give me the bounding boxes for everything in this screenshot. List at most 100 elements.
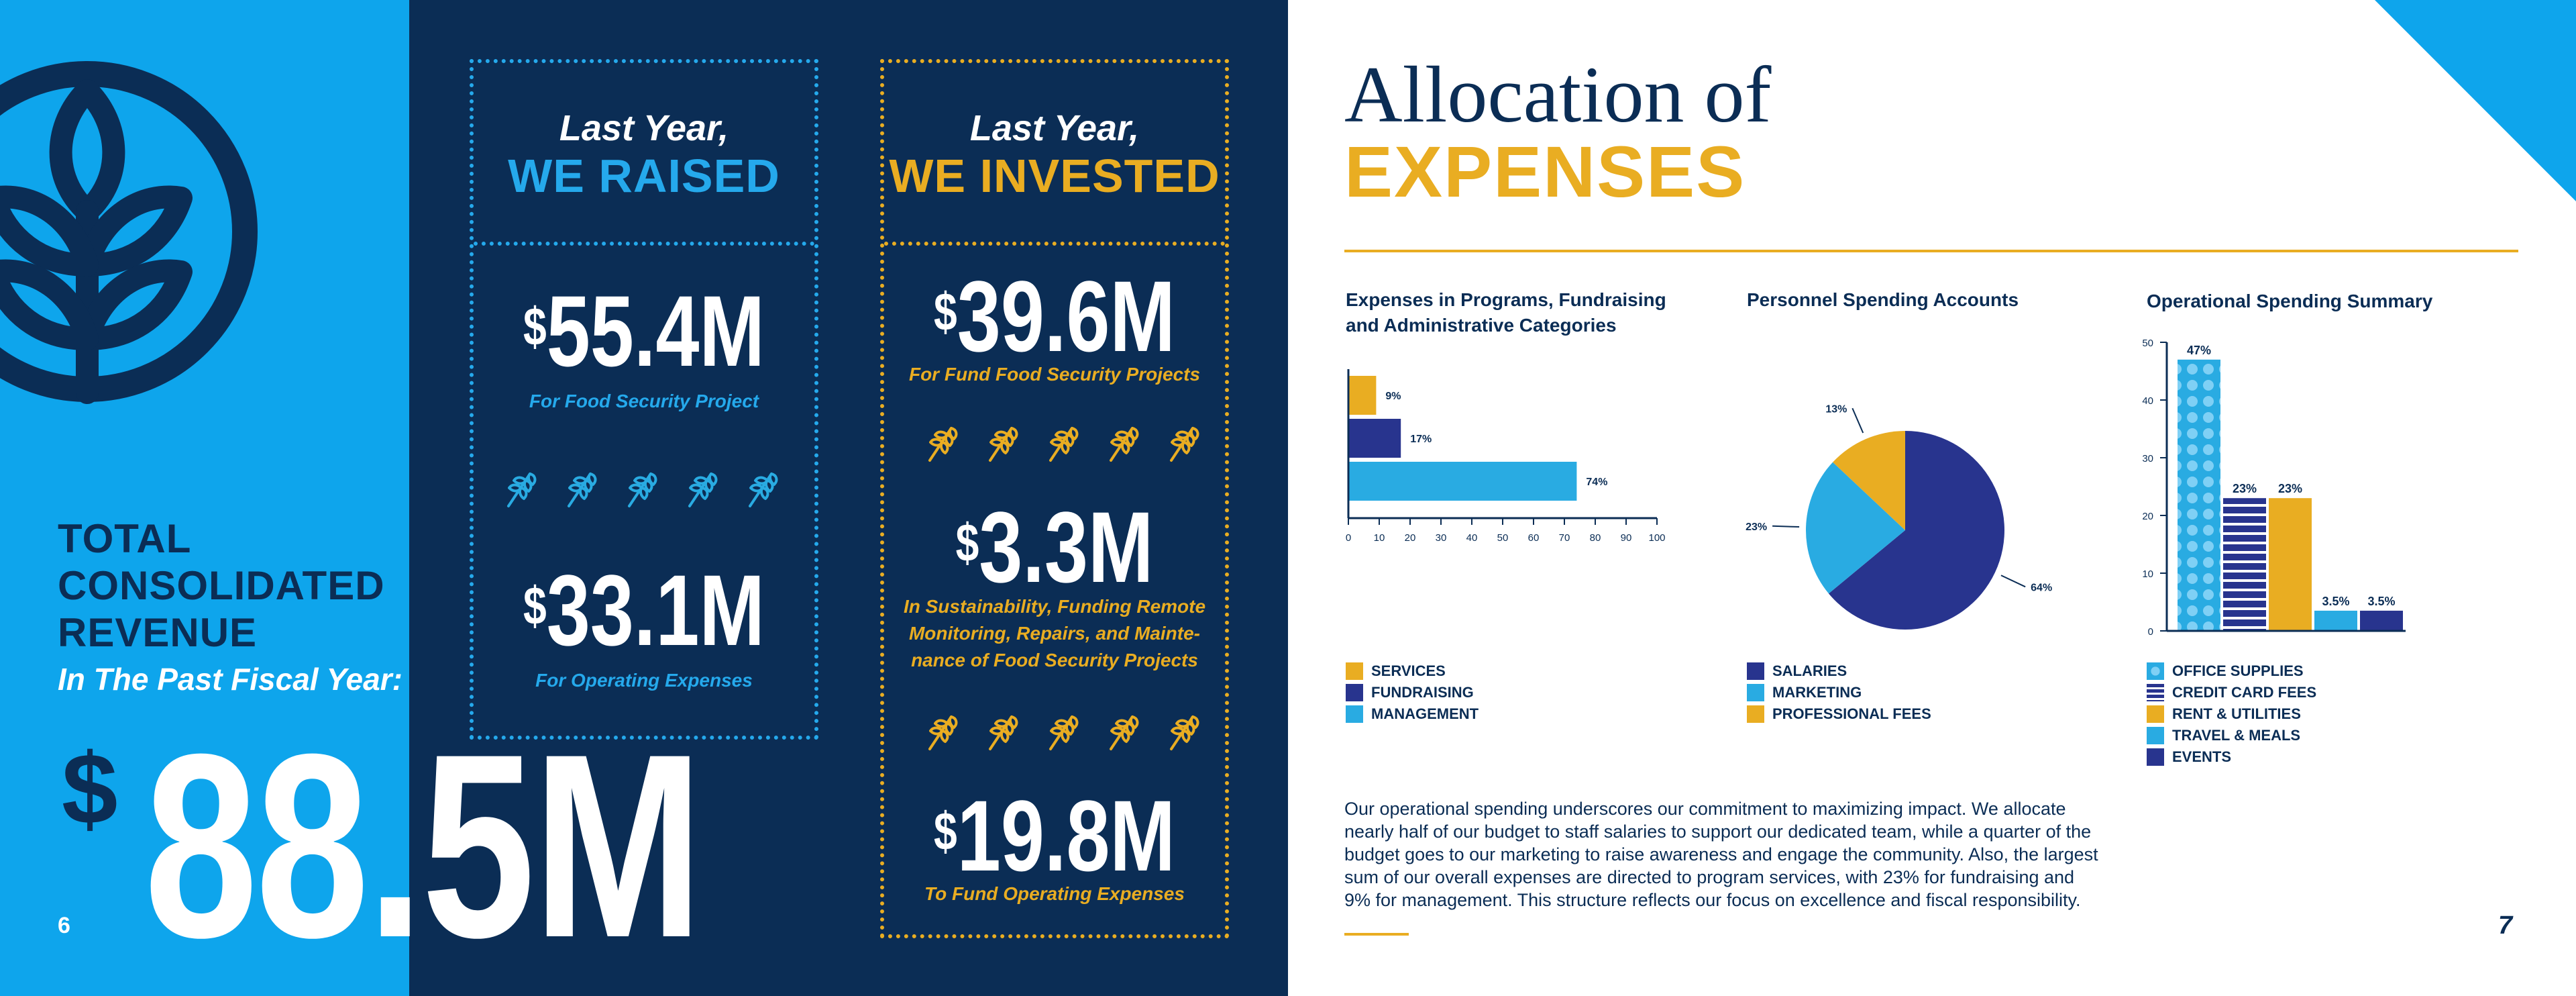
wheat-icon [1049,715,1079,750]
chart2-data-label: 23% [1746,521,1767,533]
chart2-data-label: 13% [1825,403,1847,415]
legend-item: MANAGEMENT [1346,703,1479,725]
chart3-y-tick-label: 0 [2148,626,2153,638]
invested-caption-2: In Sustainability, Funding Remote Monito… [884,593,1225,674]
total-label-line: REVENUE [58,610,258,655]
wheat-icon-row [920,710,1205,753]
total-revenue-label: TOTAL CONSOLIDATED REVENUE [58,515,385,656]
chart1-x-tick-label: 60 [1528,532,1540,544]
wheat-icon [1110,715,1139,750]
chart1-x-tick-label: 0 [1346,532,1351,544]
page-number-right: 7 [2498,911,2513,940]
wheat-icon [989,427,1018,462]
legend-label: EVENTS [2172,748,2232,765]
raised-divider [474,242,814,246]
raised-amount-1: $55.4M [511,281,777,381]
currency-symbol: $ [934,282,957,342]
chart1-data-label: 9% [1385,391,1401,402]
total-revenue-subtitle: In The Past Fiscal Year: [58,662,402,697]
wheat-icon [568,472,597,507]
raised-box [470,59,818,740]
chart2-slice [1806,462,1905,594]
legend-label: MANAGEMENT [1371,705,1479,722]
chart1-legend: SERVICES FUNDRAISING MANAGEMENT [1346,660,1479,725]
raised-caption-2: For Operating Expenses [535,670,753,691]
title-rule [1344,250,2518,252]
chart1-x-tick-label: 80 [1590,532,1601,544]
total-revenue-amount: 88.5M [144,699,703,992]
chart3-y-tick-label: 10 [2142,568,2153,580]
wheat-icon [1049,427,1079,462]
chart2-legend: SALARIES MARKETING PROFESSIONAL FEES [1747,660,1931,725]
chart3-title: Operational Spending Summary [2147,291,2433,311]
wheat-icon [507,472,537,507]
chart1-bar [1348,376,1377,415]
chart2-title: Personnel Spending Accounts [1747,289,2019,310]
chart1-x-tick-label: 90 [1621,532,1632,544]
amount-value: 39.6M [957,260,1175,372]
invested-amount-1: $39.6M [922,266,1187,366]
legend-swatch [1346,684,1363,701]
legend-item: RENT & UTILITIES [2147,703,2316,725]
corner-triangle-decoration [2375,0,2576,201]
legend-label: SALARIES [1772,662,1847,679]
legend-label: CREDIT CARD FEES [2172,684,2317,701]
legend-swatch [1747,684,1764,701]
currency-symbol: $ [523,297,547,356]
chart3-y-tick-label: 30 [2142,453,2153,464]
chart2-leader-line [2000,575,2026,588]
legend-swatch [2147,727,2164,744]
body-line: 9% for management. This structure reflec… [1344,890,2081,910]
footer-rule [1344,933,1409,936]
chart3-bar [2178,359,2220,631]
legend-swatch [2147,748,2164,766]
legend-swatch [2147,684,2164,701]
wheat-icon [1110,427,1139,462]
legend-swatch [1346,662,1363,680]
raised-heading-line1: Last Year, [559,108,729,148]
chart3-data-label: 23% [2233,482,2257,495]
legend-label: MARKETING [1772,684,1862,701]
body-line: nearly half of our budget to staff salar… [1344,821,2092,842]
legend-item: SALARIES [1747,660,1931,682]
caption-line: Monitoring, Repairs, and Mainte- [908,623,1200,644]
wheat-icon [928,715,958,750]
body-paragraph: Our operational spending underscores our… [1344,797,2109,911]
invested-amount-2: $3.3M [922,497,1187,597]
body-line: budget goes to our marketing to raise aw… [1344,844,2098,864]
legend-label: RENT & UTILITIES [2172,705,2301,722]
caption-line: In Sustainability, Funding Remote [903,596,1206,617]
chart1-bar [1348,462,1577,501]
wheat-logo-icon [0,61,258,404]
chart1-bar-chart: 9% 17% 74% 0 10 20 30 40 50 60 70 80 90 100 [1346,369,1666,544]
wheat-icon [1170,427,1199,462]
chart3-bar [2314,610,2357,631]
amount-value: 3.3M [979,491,1154,603]
left-navy-panel [409,0,1288,996]
chart3-data-label: 23% [2278,482,2302,495]
legend-item: SERVICES [1346,660,1479,682]
chart1-x-tick-label: 50 [1497,532,1509,544]
chart3-data-label: 3.5% [2367,595,2395,608]
legend-item: EVENTS [2147,746,2316,768]
chart1-x-tick-label: 40 [1466,532,1478,544]
wheat-icon-row [920,421,1205,464]
raised-caption-1: For Food Security Project [529,391,759,411]
currency-symbol: $ [934,801,957,861]
raised-heading-line2: WE RAISED [508,150,780,202]
legend-swatch [2147,705,2164,723]
invested-divider [884,242,1225,246]
chart3-y-tick-label: 20 [2142,511,2153,522]
chart3-legend: OFFICE SUPPLIES CREDIT CARD FEES RENT & UT… [2147,660,2316,768]
chart2-pie-chart: 64% 23% 13% [1746,403,2052,630]
legend-label: FUNDRAISING [1371,684,1474,701]
legend-item: TRAVEL & MEALS [2147,725,2316,746]
legend-item: OFFICE SUPPLIES [2147,660,2316,682]
legend-swatch [1747,662,1764,680]
legend-item: MARKETING [1747,682,1931,703]
chart3-bar [2223,498,2266,631]
currency-symbol: $ [523,576,547,636]
legend-swatch [2147,662,2164,680]
invested-heading-line1: Last Year, [969,108,1140,148]
invested-caption-1: For Fund Food Security Projects [908,364,1201,385]
